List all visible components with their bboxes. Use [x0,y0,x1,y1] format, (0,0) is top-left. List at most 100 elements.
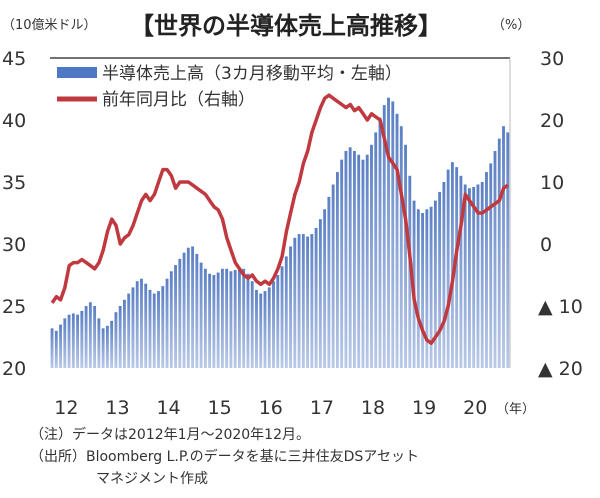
bar [280,266,284,368]
bar [323,209,327,368]
bar [361,159,365,368]
bar [131,287,135,368]
bar [50,328,54,368]
bar [203,268,207,368]
bar [195,253,199,368]
bar [114,312,118,368]
bar [255,289,258,368]
bar [263,291,267,368]
bar [455,167,459,368]
bar [331,184,335,368]
bar [54,330,58,368]
bar [101,328,105,368]
x-tick-label: 17 [310,397,334,419]
bar [357,154,361,368]
source-text-2: マネジメント作成 [96,471,208,487]
bar [395,113,399,368]
bar [208,273,212,368]
bar [84,306,88,368]
bar [246,273,250,368]
bar [220,268,224,368]
x-tick-label: 13 [105,397,129,419]
right-tick-label: 30 [540,48,564,70]
bar [123,299,126,368]
right-axis-unit: （%） [492,18,531,33]
bar [118,306,122,368]
bar [438,191,442,368]
bar [144,283,148,368]
bar [127,293,131,368]
bar [365,154,369,368]
right-tick-label: 0 [540,234,552,256]
bar [493,151,497,368]
bar [93,306,97,368]
bar [489,163,493,368]
x-tick-label: 15 [208,397,232,419]
bar [59,324,62,368]
bar [152,293,156,368]
bar [348,147,352,368]
bar [148,289,152,368]
bar [314,227,318,368]
bar [105,325,109,368]
x-axis-unit: （年） [496,402,536,417]
right-tick-label: ▲ 20 [538,358,583,380]
left-tick-label: 25 [2,296,26,318]
bar [284,256,288,368]
bar [110,320,114,368]
bar [272,281,275,368]
bar [250,281,254,368]
bar [174,265,177,368]
bar [310,234,314,368]
bar [161,286,165,368]
bar [450,162,454,368]
bar [97,318,101,368]
bar [370,144,373,368]
bar [71,313,75,368]
bar [63,318,67,368]
x-tick-label: 16 [259,397,283,419]
left-tick-label: 20 [2,358,26,380]
bar [76,314,80,368]
bar [301,234,305,368]
right-tick-label: 20 [540,110,564,132]
chart-title: 【世界の半導体売上高推移】 [130,12,442,40]
left-axis-unit: （10億米ドル） [2,18,97,33]
bar [374,132,378,368]
yoy-line [50,93,509,345]
bar [446,169,450,368]
bar [387,97,390,369]
bar [88,302,92,368]
left-tick-label: 35 [2,172,26,194]
bar [433,200,437,368]
bar [463,184,467,368]
bar [425,209,429,368]
bar [421,213,425,368]
bar [480,182,484,368]
bar [259,293,263,368]
bar [459,175,463,368]
bar [165,278,169,368]
bar [442,182,446,368]
bar [340,159,344,368]
left-tick-label: 30 [2,234,26,256]
bar [276,275,280,368]
bar [140,278,143,368]
bar [399,126,403,368]
bar [297,234,301,368]
bar [382,105,386,369]
bar [178,258,182,368]
legend-label-sales: 半導体売上高（3カ月移動平均・左軸） [102,64,402,84]
note-text: （注）データは2012年1月～2020年12月。 [30,427,310,443]
bar [135,281,139,368]
x-tick-label: 14 [156,397,180,419]
bar [335,172,339,368]
bar [404,144,407,368]
x-tick-label: 18 [361,397,385,419]
bar [378,117,382,369]
bar [485,172,488,368]
bar [186,247,190,368]
bar [238,267,241,368]
bar [306,236,310,368]
